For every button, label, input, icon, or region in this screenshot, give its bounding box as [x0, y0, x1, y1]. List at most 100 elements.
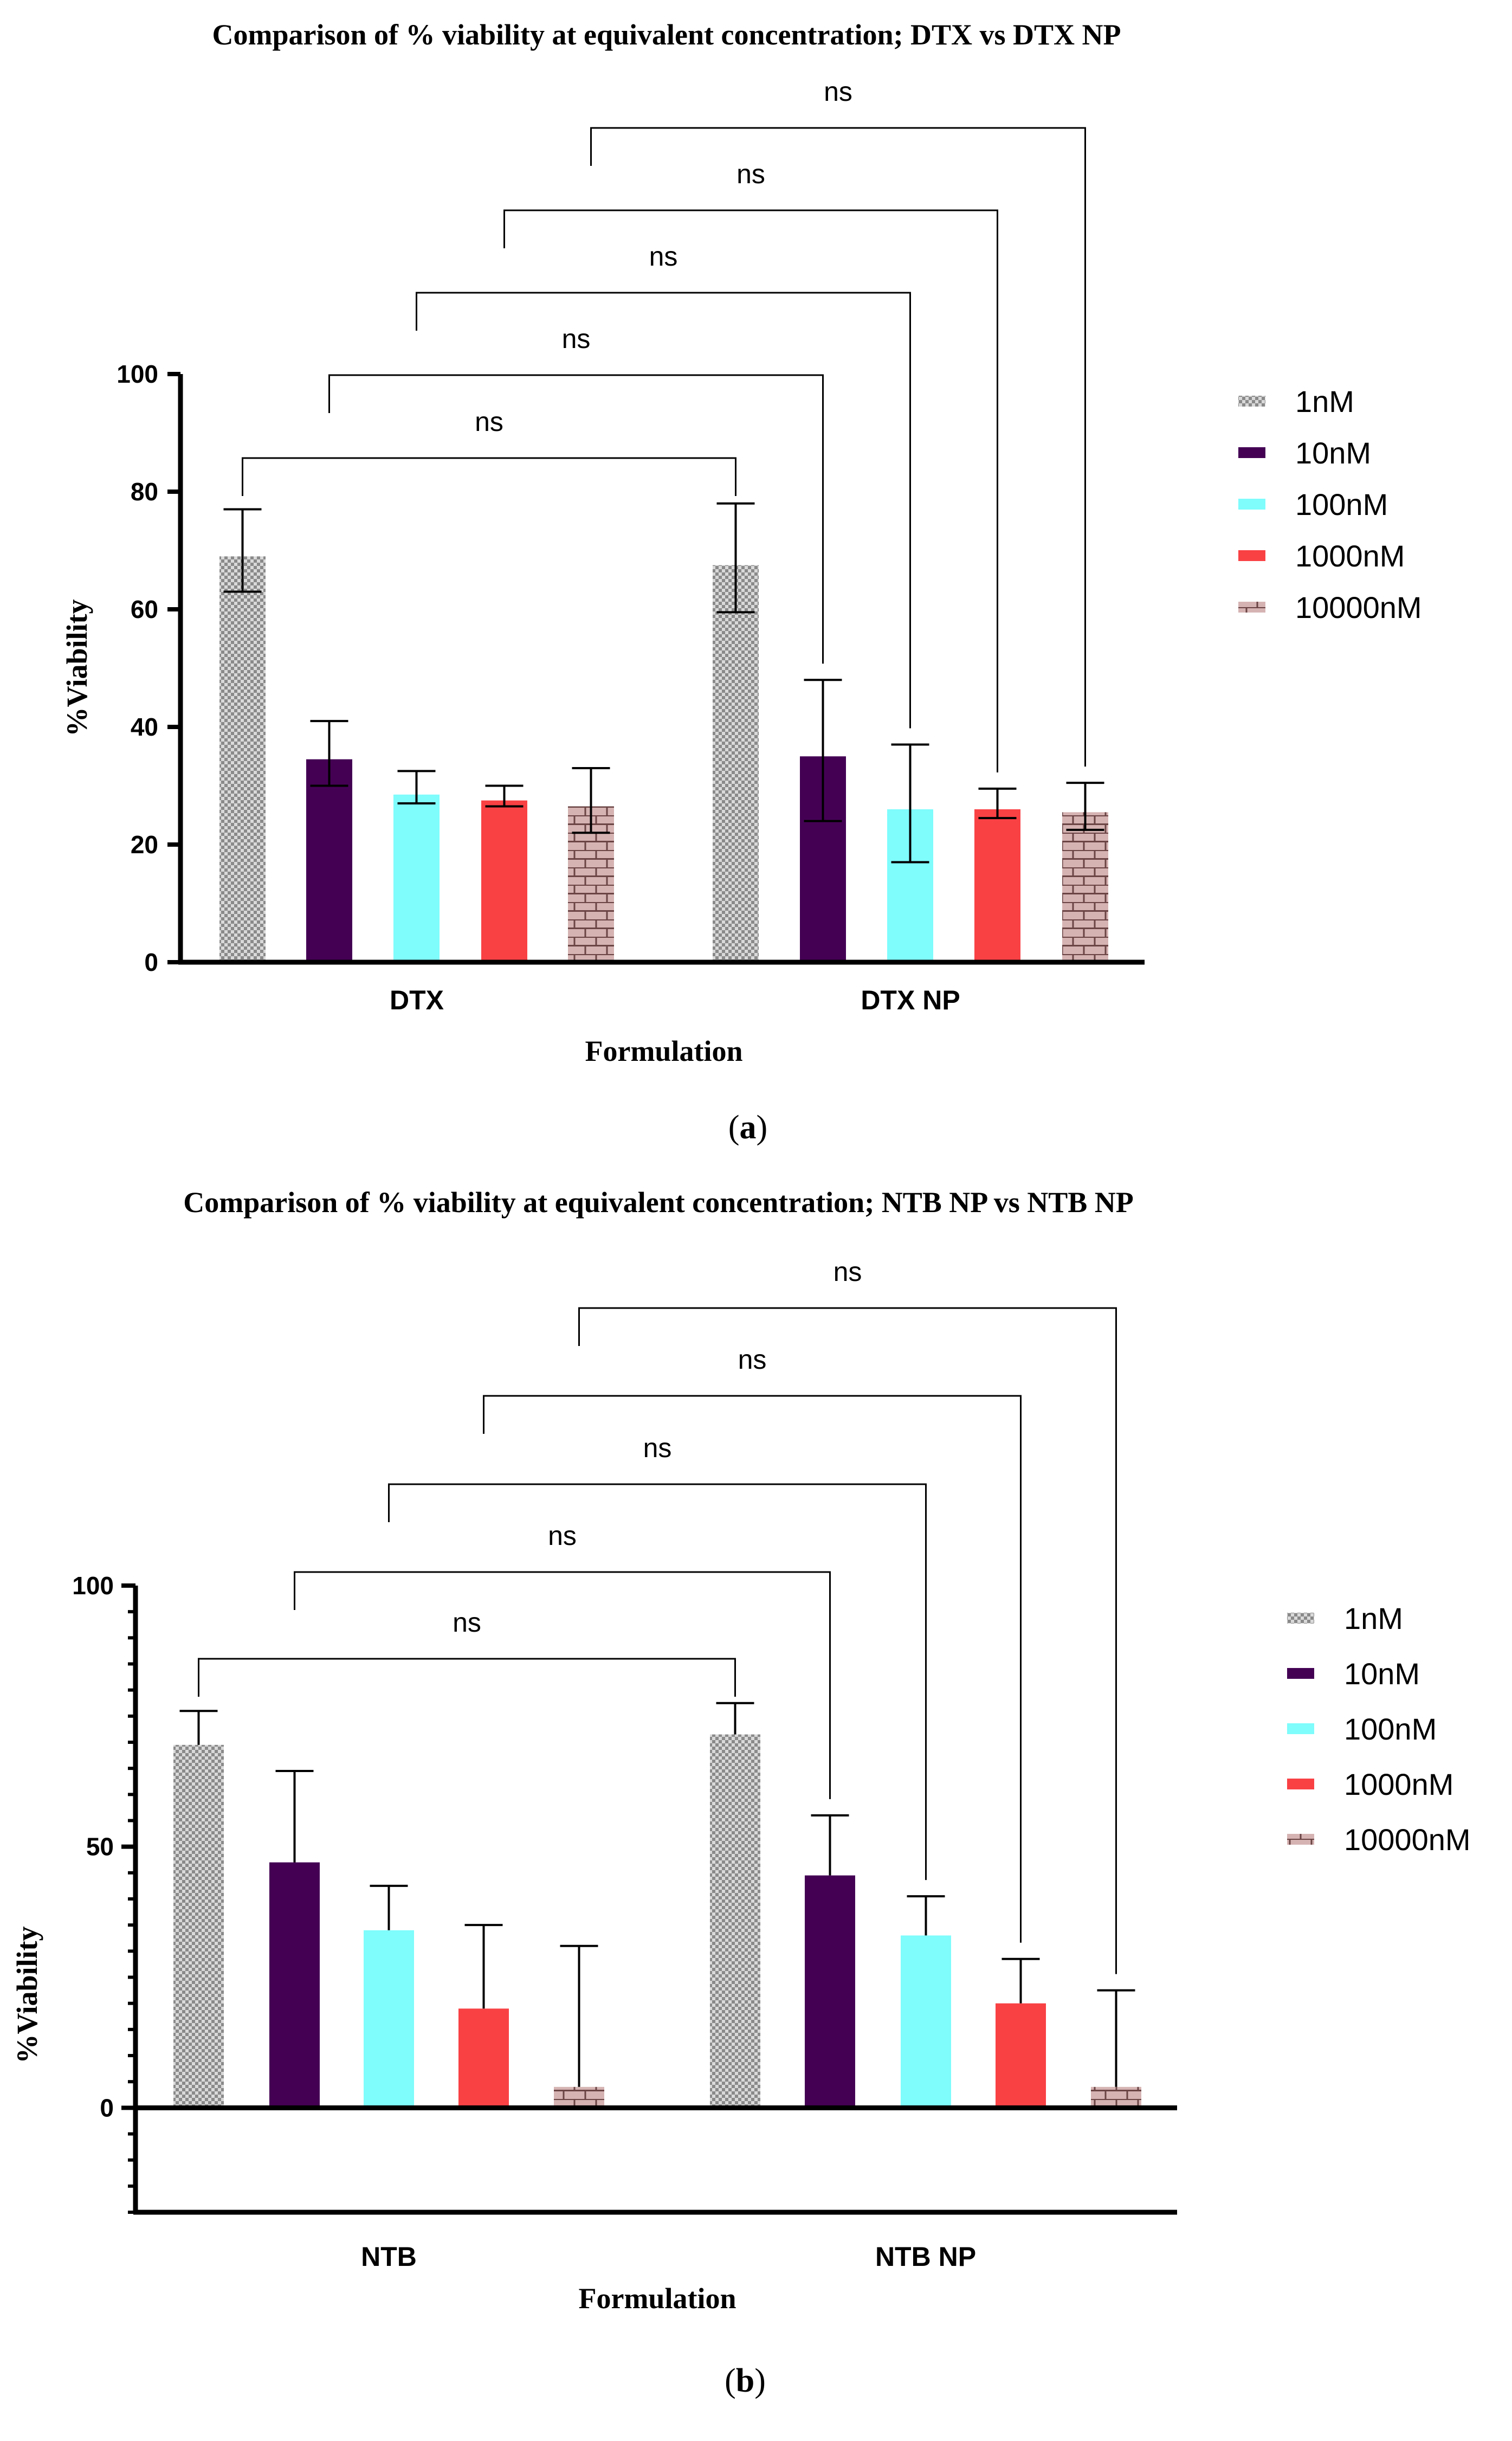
chart-b-legend-label-1000nm: 1000nM — [1344, 1767, 1453, 1801]
chart-b-legend-swatch-1000nm — [1287, 1779, 1314, 1789]
chart-a: Comparison of % viability at equivalent … — [61, 18, 1422, 1146]
chart-b-bar-ntb-np-10000nm — [1091, 2086, 1141, 2108]
chart-a-sig-bracket-1nm — [242, 457, 736, 496]
chart-a-ytick-label-80: 80 — [131, 478, 158, 506]
chart-a-significance: ns ns ns ns ns — [242, 76, 1086, 772]
chart-b-legend-label-10000nm: 10000nM — [1344, 1822, 1471, 1857]
chart-b-bar-ntb-np-1000nm — [996, 2003, 1046, 2108]
chart-b-errorbar-ntb-np-100nm — [907, 1895, 945, 1936]
chart-b-title: Comparison of % viability at equivalent … — [183, 1186, 1134, 1219]
chart-b-sig-label-100nm: ns — [643, 1433, 672, 1463]
chart-a-legend: 1nM 10nM 100nM 1000nM 10000nM — [1238, 384, 1422, 624]
chart-b-axes: 0 50 100 NTB NTB NP — [72, 1571, 1177, 2272]
chart-a-legend-label-10000nm: 10000nM — [1295, 590, 1422, 624]
chart-a-errorbar-dtx-1000nm — [485, 784, 524, 808]
chart-b-bar-ntb-100nm — [364, 1930, 414, 2108]
chart-b-errorbar-ntb-np-10nm — [811, 1814, 849, 1876]
chart-b-legend-label-1nm: 1nM — [1344, 1601, 1403, 1635]
chart-b-xlabel: Formulation — [579, 2282, 736, 2315]
chart-a-bar-dtx-np-1000nm — [974, 809, 1020, 962]
chart-b-sig-label-10nm: ns — [548, 1521, 577, 1551]
chart-a-sig-label-10nm: ns — [562, 324, 591, 354]
chart-b-sig-bracket-1nm — [198, 1658, 736, 1697]
chart-b-legend-label-10nm: 10nM — [1344, 1657, 1420, 1691]
chart-a-axes: 0 20 40 60 80 100 DTX DTX NP — [117, 360, 1145, 1015]
chart-a-legend-swatch-10000nm — [1238, 602, 1265, 613]
chart-a-errorbar-dtx-10nm — [310, 720, 348, 787]
chart-b-errorbar-ntb-np-1000nm — [1001, 1957, 1040, 2004]
chart-b-significance: ns ns ns ns ns — [198, 1257, 1117, 1974]
chart-b-sig-bracket-1000nm — [483, 1395, 1022, 1943]
chart-b-bar-ntb-np-10nm — [805, 1875, 855, 2108]
chart-b-caption: (b) — [725, 2362, 766, 2399]
chart-a-category-label-dtx-np: DTX NP — [861, 985, 960, 1015]
chart-a-error-bars — [223, 502, 1104, 864]
chart-b-bar-ntb-1000nm — [458, 2008, 509, 2108]
chart-a-errorbar-dtx-10000nm — [572, 767, 610, 834]
chart-a-sig-bracket-10000nm — [590, 127, 1086, 767]
chart-b-errorbar-ntb-100nm — [370, 1884, 408, 1930]
chart-a-errorbar-dtx-np-1nm — [716, 502, 755, 614]
chart-b-ytick-label-0: 0 — [100, 2094, 114, 2122]
chart-a-ylabel: %Viability — [61, 599, 93, 736]
chart-b-sig-label-1000nm: ns — [738, 1344, 767, 1375]
chart-a-errorbar-dtx-np-1000nm — [978, 787, 1017, 820]
chart-a-xlabel: Formulation — [585, 1035, 743, 1067]
chart-a-ytick-label-60: 60 — [131, 595, 158, 623]
chart-a-legend-label-1000nm: 1000nM — [1295, 539, 1405, 573]
chart-b-category-label-ntb-np: NTB NP — [875, 2242, 976, 2272]
chart-a-ytick-label-40: 40 — [131, 713, 158, 741]
chart-a-bar-dtx-1000nm — [481, 800, 527, 962]
chart-b-legend-swatch-10nm — [1287, 1668, 1314, 1679]
chart-a-sig-bracket-1000nm — [503, 209, 998, 772]
chart-b-sig-bracket-10nm — [294, 1571, 831, 1799]
chart-b-ytick-label-100: 100 — [72, 1571, 114, 1600]
chart-a-sig-label-10000nm: ns — [824, 76, 852, 107]
chart-a-errorbar-dtx-1nm — [223, 508, 262, 593]
chart-a-legend-swatch-1nm — [1238, 396, 1265, 407]
chart-b-sig-label-10000nm: ns — [833, 1257, 862, 1287]
chart-b-errorbar-ntb-1000nm — [464, 1924, 503, 2009]
chart-a-title: Comparison of % viability at equivalent … — [212, 18, 1121, 51]
chart-a-ytick-label-0: 0 — [144, 948, 158, 976]
chart-b-legend: 1nM 10nM 100nM 1000nM 10000nM — [1287, 1601, 1471, 1857]
chart-b-bar-ntb-10nm — [269, 1862, 320, 2108]
chart-b-errorbar-ntb-10nm — [275, 1769, 314, 1863]
chart-a-legend-label-100nm: 100nM — [1295, 487, 1388, 521]
chart-b-bar-ntb-np-1nm — [710, 1734, 760, 2108]
chart-a-legend-label-10nm: 10nM — [1295, 436, 1371, 470]
chart-a-caption: (a) — [728, 1109, 767, 1146]
chart-b: Comparison of % viability at equivalent … — [11, 1186, 1471, 2399]
chart-a-sig-bracket-10nm — [328, 374, 824, 664]
chart-a-category-label-dtx: DTX — [390, 985, 444, 1015]
chart-a-errorbar-dtx-np-10nm — [804, 679, 842, 822]
chart-a-errorbar-dtx-np-10000nm — [1066, 782, 1104, 831]
chart-a-sig-label-1000nm: ns — [736, 159, 765, 189]
chart-a-legend-swatch-10nm — [1238, 447, 1265, 458]
chart-a-bar-dtx-1nm — [219, 556, 266, 962]
chart-b-legend-swatch-1nm — [1287, 1613, 1314, 1624]
chart-a-legend-swatch-1000nm — [1238, 550, 1265, 561]
chart-a-bar-dtx-100nm — [393, 794, 440, 962]
chart-b-bar-ntb-10000nm — [554, 2086, 604, 2108]
chart-b-sig-bracket-10000nm — [578, 1307, 1117, 1974]
chart-a-ytick-label-20: 20 — [131, 830, 158, 859]
chart-a-bar-dtx-10nm — [306, 759, 352, 962]
chart-a-ytick-label-100: 100 — [117, 360, 158, 388]
chart-a-legend-label-1nm: 1nM — [1295, 384, 1354, 418]
chart-b-errorbar-ntb-10000nm — [560, 1944, 598, 2087]
chart-b-sig-label-1nm: ns — [453, 1607, 481, 1638]
chart-a-errorbar-dtx-100nm — [397, 770, 436, 805]
chart-b-bar-ntb-1nm — [173, 1744, 224, 2108]
chart-a-sig-label-100nm: ns — [649, 241, 678, 272]
chart-a-bars — [219, 556, 1108, 962]
chart-a-sig-bracket-100nm — [416, 292, 911, 729]
chart-b-sig-bracket-100nm — [388, 1483, 927, 1880]
chart-b-ytick-label-50: 50 — [86, 1833, 114, 1861]
chart-a-bar-dtx-np-1nm — [713, 565, 759, 962]
chart-a-bar-dtx-np-10000nm — [1062, 812, 1108, 962]
chart-b-errorbar-ntb-np-1nm — [716, 1702, 754, 1735]
chart-b-category-label-ntb: NTB — [361, 2242, 417, 2272]
chart-b-error-bars — [179, 1702, 1135, 2087]
